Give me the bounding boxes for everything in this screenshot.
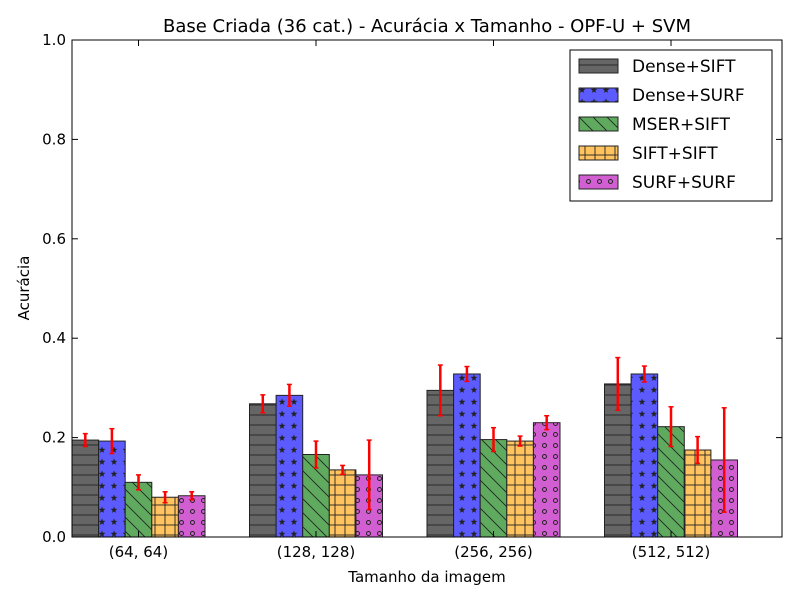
chart-title: Base Criada (36 cat.) - Acurácia x Taman… bbox=[163, 16, 691, 37]
legend-label: SIFT+SIFT bbox=[632, 144, 718, 164]
legend-item-surf-surf: SURF+SURF bbox=[578, 173, 736, 193]
bar-dense-surf-0 bbox=[98, 440, 126, 538]
bar-sift-sift-2 bbox=[506, 440, 534, 538]
x-tick-label: (512, 512) bbox=[632, 543, 711, 561]
y-tick-label: 0.0 bbox=[42, 528, 66, 546]
bar-surf-surf-2 bbox=[532, 422, 561, 538]
legend-label: SURF+SURF bbox=[632, 173, 736, 193]
legend-swatch bbox=[578, 87, 619, 103]
x-axis-label: Tamanho da imagem bbox=[347, 568, 505, 586]
legend-label: Dense+SURF bbox=[632, 86, 745, 106]
legend: Dense+SIFT Dense+SURF MSER+SIFT SIFT+SIFT SU… bbox=[569, 49, 773, 202]
legend-swatch bbox=[578, 145, 619, 161]
bar-mser-sift-2 bbox=[479, 439, 508, 538]
x-axis: (64, 64) (128, 128) (256, 256) (512, 512) bbox=[109, 40, 710, 561]
bar-dense-surf-1 bbox=[275, 394, 304, 538]
legend-swatch bbox=[578, 58, 619, 74]
x-tick-label: (128, 128) bbox=[277, 543, 356, 561]
error-bar-dense-sift-0 bbox=[82, 432, 88, 448]
error-bar-mser-sift-2 bbox=[491, 426, 496, 453]
bar-mser-sift-0 bbox=[124, 481, 153, 538]
error-bar-dense-sift-1 bbox=[260, 394, 266, 414]
error-bar-dense-sift-3 bbox=[615, 356, 621, 412]
legend-item-dense-sift: Dense+SIFT bbox=[578, 57, 736, 77]
error-bar-mser-sift-3 bbox=[668, 406, 674, 448]
error-bar-sift-sift-0 bbox=[162, 491, 168, 504]
y-axis-label: Acurácia bbox=[15, 256, 33, 321]
bars-layer bbox=[71, 373, 739, 538]
y-axis: 0.0 0.2 0.4 0.6 0.8 1.0 bbox=[42, 31, 782, 546]
y-tick-label: 0.2 bbox=[42, 429, 66, 447]
error-bar-dense-surf-2 bbox=[464, 365, 470, 383]
legend-item-dense-surf: Dense+SURF bbox=[578, 86, 745, 106]
bar-sift-sift-1 bbox=[328, 469, 357, 538]
legend-item-sift-sift: SIFT+SIFT bbox=[578, 144, 718, 164]
error-bar-mser-sift-1 bbox=[313, 440, 319, 469]
bar-dense-surf-2 bbox=[453, 373, 481, 538]
error-bars-layer bbox=[82, 356, 727, 513]
y-tick-label: 0.6 bbox=[42, 230, 66, 248]
bar-sift-sift-3 bbox=[683, 449, 712, 538]
error-bar-dense-surf-0 bbox=[109, 427, 115, 455]
error-bar-surf-surf-2 bbox=[544, 414, 550, 431]
error-bar-sift-sift-3 bbox=[695, 435, 701, 465]
legend-swatch bbox=[578, 174, 619, 190]
y-tick-label: 0.4 bbox=[42, 329, 66, 347]
y-tick-label: 0.8 bbox=[42, 130, 66, 148]
x-tick-label: (256, 256) bbox=[454, 543, 533, 561]
legend-label: Dense+SIFT bbox=[632, 57, 736, 77]
y-tick-label: 1.0 bbox=[42, 31, 66, 49]
error-bar-dense-sift-2 bbox=[437, 364, 443, 417]
x-tick-label: (64, 64) bbox=[109, 543, 168, 561]
bar-dense-sift-1 bbox=[249, 403, 277, 538]
error-bar-surf-surf-0 bbox=[189, 491, 195, 501]
legend-label: MSER+SIFT bbox=[632, 115, 731, 135]
error-bar-mser-sift-0 bbox=[136, 474, 141, 491]
error-bar-surf-surf-1 bbox=[366, 439, 372, 511]
error-bar-dense-surf-3 bbox=[641, 365, 647, 383]
error-bar-surf-surf-3 bbox=[721, 407, 727, 513]
error-bar-dense-surf-1 bbox=[286, 383, 292, 408]
bar-dense-sift-0 bbox=[71, 439, 100, 538]
error-bar-sift-sift-1 bbox=[340, 464, 346, 476]
bar-dense-surf-3 bbox=[630, 373, 659, 538]
plot-frame bbox=[71, 39, 783, 538]
error-bar-sift-sift-2 bbox=[517, 435, 523, 447]
legend-item-mser-sift: MSER+SIFT bbox=[578, 115, 731, 135]
bar-sift-sift-0 bbox=[151, 496, 179, 538]
legend-swatch bbox=[578, 116, 619, 132]
bar-surf-surf-0 bbox=[177, 495, 206, 538]
